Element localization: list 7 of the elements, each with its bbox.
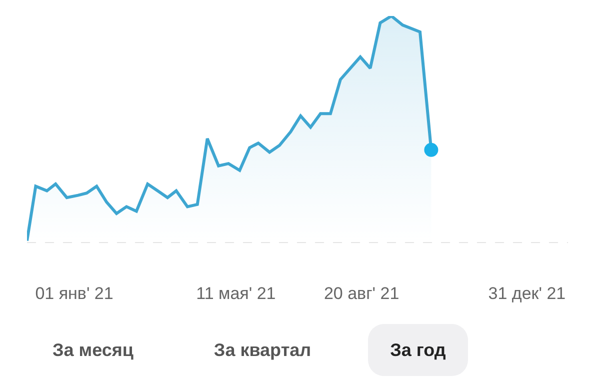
x-tick-label: 01 янв' 21 [35, 284, 114, 303]
text: За квартал [212, 339, 312, 362]
x-tick-label: 31 дек' 21 [488, 284, 566, 303]
text: За месяц [52, 339, 134, 362]
text: За год [368, 324, 468, 376]
x-tick-label: 11 мая' 21 [196, 284, 276, 303]
x-tick-label: 20 авг' 21 [324, 284, 400, 303]
